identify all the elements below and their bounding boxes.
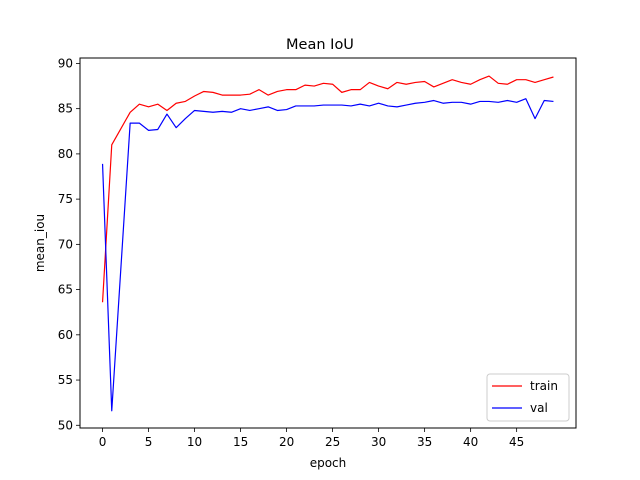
y-axis-label: mean_iou (33, 214, 47, 272)
series-line-val (101, 98, 554, 412)
x-tick-label: 0 (99, 435, 107, 449)
y-tick-label: 70 (58, 237, 73, 251)
x-axis-label: epoch (310, 456, 347, 470)
legend: train val (486, 373, 570, 422)
y-tick-label: 85 (58, 102, 73, 116)
series-line-train (101, 75, 554, 303)
y-tick-label: 55 (58, 373, 73, 387)
x-tick-label: 5 (145, 435, 153, 449)
x-tick-label: 30 (371, 435, 386, 449)
legend-label-train: train (530, 379, 558, 393)
x-tick-label: 25 (325, 435, 340, 449)
y-tick-label: 90 (58, 56, 73, 70)
legend-label-val: val (530, 401, 548, 415)
x-tick-label: 10 (187, 435, 202, 449)
y-tick-label: 65 (58, 283, 73, 297)
x-tick-label: 20 (279, 435, 294, 449)
y-axis: 50 55 60 65 70 75 80 85 90 (58, 56, 80, 432)
y-tick-label: 60 (58, 328, 73, 342)
y-tick-label: 80 (58, 147, 73, 161)
chart-title: Mean IoU (286, 37, 354, 53)
y-tick-label: 50 (58, 418, 73, 432)
plot-lines (101, 75, 554, 412)
plot-frame (79, 57, 577, 429)
x-tick-label: 15 (233, 435, 248, 449)
x-axis: 0 5 10 15 20 25 30 35 40 45 (99, 428, 524, 449)
x-tick-label: 45 (509, 435, 524, 449)
x-tick-label: 35 (417, 435, 432, 449)
y-tick-label: 75 (58, 192, 73, 206)
x-tick-label: 40 (463, 435, 478, 449)
